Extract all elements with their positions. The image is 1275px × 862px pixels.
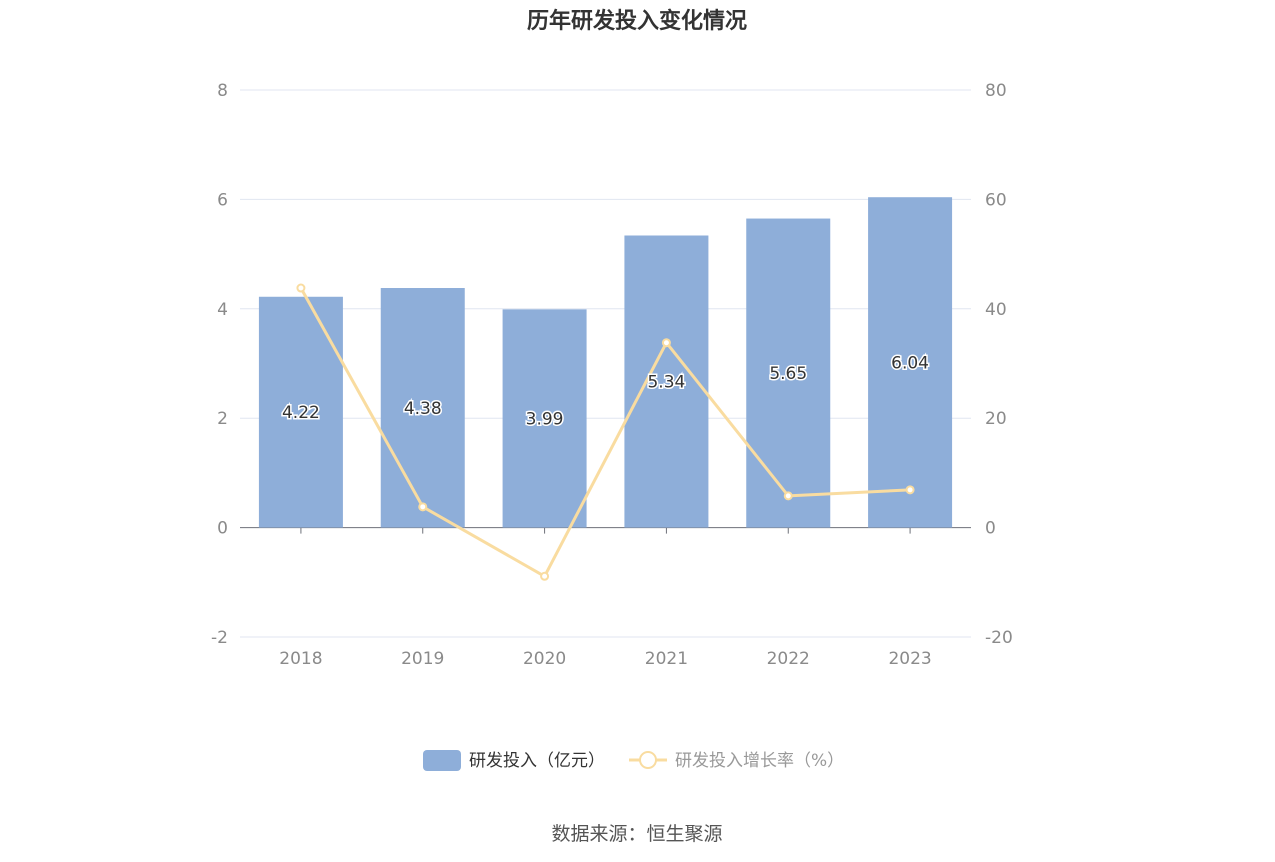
growth-point (905, 485, 915, 495)
growth-point (296, 283, 306, 293)
x-tick-label: 2021 (645, 649, 688, 669)
growth-point (418, 502, 428, 512)
y-right-tick-label: 80 (985, 81, 1007, 101)
bar (624, 235, 709, 528)
bar-data-label: 5.65 (769, 364, 807, 384)
bar-data-labels: 4.22 4.38 3.99 5.34 5.65 6.04 (280, 352, 930, 431)
y-right-tick-label: 40 (985, 300, 1007, 320)
legend[interactable]: 研发投入（亿元） 研发投入增长率（%） (423, 750, 844, 771)
bar (502, 309, 587, 528)
bar-data-label: 6.04 (891, 353, 929, 373)
y-right-tick-label: -20 (985, 628, 1013, 648)
bar-series (258, 197, 953, 528)
bar-data-label: 5.34 (647, 373, 685, 393)
y-left-tick-label: 8 (217, 81, 228, 101)
bar (746, 218, 831, 528)
legend-bar-label: 研发投入（亿元） (469, 751, 605, 771)
grid-lines (240, 89, 971, 638)
legend-line-marker (639, 751, 657, 769)
legend-line-label: 研发投入增长率（%） (675, 751, 844, 771)
y-left-tick-label: 4 (217, 300, 228, 320)
y-left-tick-label: 2 (217, 409, 228, 429)
bar (868, 197, 953, 528)
data-source: 数据来源：恒生聚源 (551, 823, 722, 845)
legend-bar-swatch (423, 750, 461, 771)
growth-point (540, 571, 550, 581)
growth-line (299, 287, 911, 578)
x-tick-label: 2019 (401, 649, 444, 669)
y-left-tick-label: -2 (211, 628, 228, 648)
y-right-tick-label: 0 (985, 519, 996, 539)
bar-data-label: 3.99 (526, 409, 564, 429)
x-tick-label: 2022 (767, 649, 810, 669)
y-left-tick-label: 6 (217, 190, 228, 210)
x-tick-label: 2018 (279, 649, 322, 669)
y-right-tick-label: 20 (985, 409, 1007, 429)
x-tick-label: 2020 (523, 649, 566, 669)
bar-data-label: 4.22 (282, 403, 320, 423)
x-tick-label: 2023 (888, 649, 931, 669)
chart-title: 历年研发投入变化情况 (527, 8, 747, 34)
y-left-tick-label: 0 (217, 519, 228, 539)
bar-data-label: 4.38 (404, 399, 442, 419)
line-series (296, 283, 915, 581)
growth-point (783, 491, 793, 501)
bar (380, 288, 465, 528)
y-right-tick-label: 60 (985, 190, 1007, 210)
growth-point (661, 338, 671, 348)
